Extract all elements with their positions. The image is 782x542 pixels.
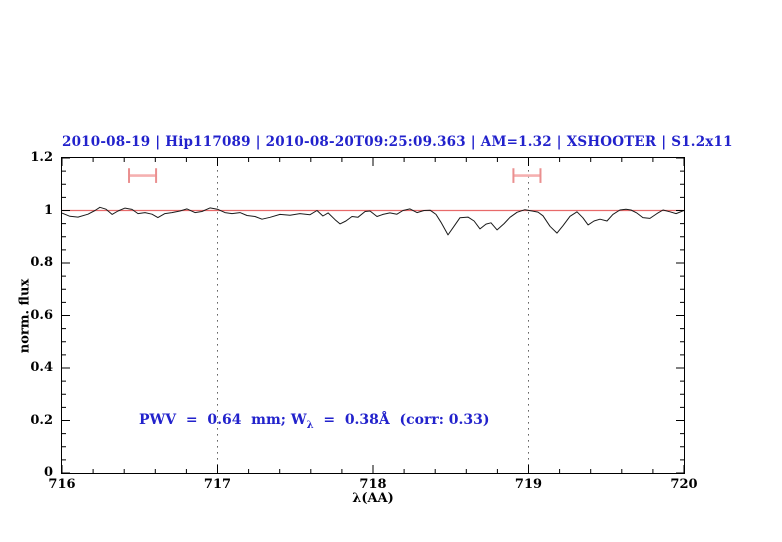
y-axis-label: norm. flux [17,278,33,354]
y-tick-label: 1 [43,202,53,218]
x-tick-label: 718 [359,477,387,492]
plot-title: 2010-08-19 | Hip117089 | 2010-08-20T09:2… [62,134,733,150]
x-tick-label: 716 [48,477,76,492]
x-tick-label: 717 [203,477,232,492]
lambda-subscript: λ [306,419,314,431]
pwv-annotation: PWV = 0.64 mm; Wλ = 0.38Å (corr: 0.33) [139,410,490,431]
x-axis-label: λ(AA) [352,491,394,506]
y-tick-label: 0.8 [30,255,53,270]
x-tick-label: 720 [670,477,698,492]
spectrum-svg [62,158,684,473]
y-tick-label: 1.2 [30,150,53,165]
pwv-annotation-suffix: = 0.38Å (corr: 0.33) [313,412,490,428]
spectrum-line [62,206,684,236]
y-tick-label: 0.2 [30,412,53,428]
y-tick-label: 0 [43,465,53,480]
plot-area [61,157,685,474]
y-tick-label: 0.6 [30,307,53,323]
pwv-annotation-prefix: PWV = 0.64 mm; W [139,412,307,428]
x-tick-label: 719 [514,477,543,492]
y-tick-label: 0.4 [30,360,53,375]
